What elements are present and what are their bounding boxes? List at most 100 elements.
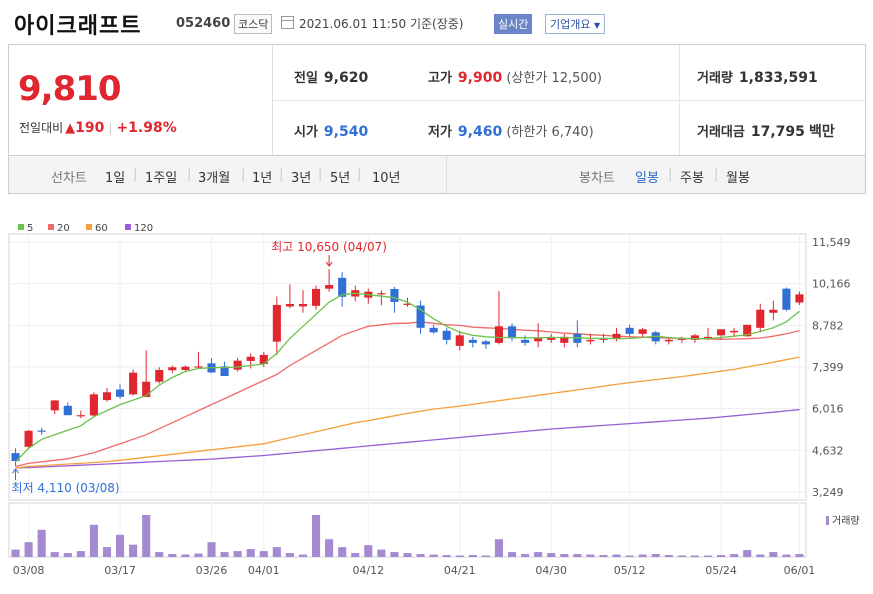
candle-body	[50, 400, 59, 411]
volume-bar	[207, 542, 216, 557]
y-tick-label: 3,249	[812, 486, 844, 499]
candle-body	[547, 336, 556, 340]
volume-frame	[8, 502, 807, 558]
volume-bar	[730, 554, 739, 557]
volume-bar	[37, 529, 46, 557]
legend-label: 120	[134, 223, 153, 234]
period-10y[interactable]: 10년	[372, 171, 401, 186]
volume-bar	[63, 553, 72, 557]
low-arrow-icon	[12, 468, 19, 481]
x-tick-label: 04/01	[248, 564, 280, 577]
candle-body	[403, 303, 412, 305]
y-tick-label: 7,399	[812, 361, 844, 374]
volume-bar	[285, 553, 294, 557]
legend-label: 5	[27, 223, 33, 234]
y-tick-label: 4,632	[812, 444, 844, 457]
x-tick-label: 05/12	[614, 564, 646, 577]
divider	[446, 156, 447, 193]
volume-bar	[507, 552, 517, 557]
candle-body	[129, 372, 138, 395]
period-3m[interactable]: 3개월	[198, 171, 231, 186]
change-label: 전일대비	[19, 121, 64, 135]
candle-body	[102, 392, 112, 401]
price-section: 9,810 전일대비 ▲190 | +1.98%	[9, 45, 273, 155]
candle-body	[521, 339, 530, 343]
volume-bar	[769, 552, 778, 557]
candle-body	[338, 277, 347, 297]
volume-bar	[612, 554, 621, 557]
volume-bar	[325, 539, 334, 557]
period-1y[interactable]: 1년	[252, 171, 273, 186]
volume-bar	[89, 524, 98, 557]
candle-body	[442, 330, 451, 340]
candle-body	[494, 326, 504, 343]
high-arrow-icon	[325, 255, 333, 267]
high-price: 고가 9,900 (상한가 12,500)	[428, 67, 602, 86]
candle-body	[142, 381, 151, 398]
candle-body	[63, 405, 72, 416]
legend-swatch	[18, 224, 24, 230]
candle-daily[interactable]: 일봉	[635, 171, 659, 186]
volume-bar	[599, 555, 608, 557]
line-chart-label: 선차트	[51, 171, 87, 186]
volume-bar	[703, 555, 713, 557]
candle-body	[416, 305, 425, 328]
period-3y[interactable]: 3년	[291, 171, 312, 186]
period-1d[interactable]: 1일	[105, 171, 126, 186]
realtime-button[interactable]: 실시간	[494, 14, 533, 34]
candle-body	[638, 329, 647, 334]
candle-body	[272, 304, 281, 342]
candle-weekly[interactable]: 주봉	[680, 171, 704, 186]
volume-legend-swatch	[826, 516, 829, 525]
y-tick-label: 6,016	[812, 403, 844, 416]
period-1w[interactable]: 1주일	[145, 171, 178, 186]
candle-body	[298, 304, 308, 307]
y-tick-label: 10,166	[812, 278, 851, 291]
divider: |	[714, 167, 719, 182]
volume-bar	[76, 551, 85, 557]
volume-bar	[625, 555, 634, 557]
candle-body	[612, 333, 621, 339]
candle-body	[429, 327, 438, 333]
candle-body	[390, 288, 399, 302]
x-tick-label: 04/30	[535, 564, 567, 577]
period-5y[interactable]: 5년	[330, 171, 351, 186]
volume-bar	[795, 554, 804, 557]
legend-swatch	[48, 224, 54, 230]
candle-body	[717, 329, 726, 336]
volume-bar	[246, 549, 255, 557]
prev-value: 9,620	[323, 70, 369, 86]
open-price: 시가 9,540	[294, 121, 368, 140]
candle-monthly[interactable]: 월봉	[726, 171, 750, 186]
volume-bar	[24, 542, 33, 557]
divider: |	[187, 167, 192, 182]
low-price: 저가 9,460 (하한가 6,740)	[428, 121, 594, 140]
period-toolbar: 선차트 1일 | 1주일 | 3개월 | 1년 | 3년 | 5년 | 10년 …	[8, 156, 866, 194]
candle-body	[24, 430, 33, 447]
volume-bar	[364, 545, 373, 557]
candle-body	[560, 336, 569, 343]
divider	[679, 45, 680, 155]
candle-body	[220, 366, 229, 377]
volume-bar	[298, 554, 308, 557]
ma120-line	[15, 409, 800, 469]
amount-label: 거래대금	[697, 125, 745, 140]
ma5-line	[15, 292, 800, 463]
company-overview-button[interactable]: 기업개요 ▼	[545, 14, 606, 34]
y-tick-label: 11,549	[812, 236, 851, 249]
low-value: 9,460	[457, 124, 503, 140]
datetime-value: 2021.06.01 11:50	[299, 17, 407, 31]
volume-bar	[403, 553, 412, 557]
volume-bar	[534, 552, 543, 557]
volume-bar	[272, 547, 281, 557]
amount-value: 17,795	[750, 124, 805, 140]
ma60-line	[15, 356, 800, 469]
x-tick-label: 05/24	[705, 564, 737, 577]
high-annotation: 최고 10,650 (04/07)	[271, 240, 387, 254]
volume-bar	[416, 554, 425, 557]
open-label: 시가	[294, 125, 318, 140]
candle-chart-label: 봉차트	[579, 171, 615, 186]
divider: |	[318, 167, 323, 182]
volume-bar	[573, 554, 582, 557]
volume: 거래량 1,833,591	[697, 67, 818, 86]
